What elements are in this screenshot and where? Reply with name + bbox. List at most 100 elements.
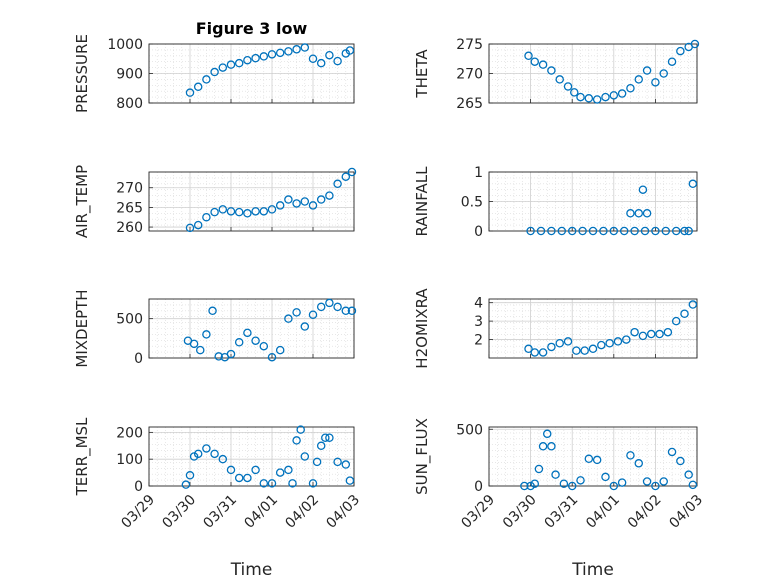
data-point bbox=[284, 47, 293, 56]
data-point bbox=[617, 478, 627, 487]
data-point bbox=[680, 309, 689, 318]
data-point bbox=[189, 339, 199, 349]
data-point bbox=[619, 226, 629, 236]
data-point bbox=[325, 191, 334, 200]
data-point bbox=[296, 425, 305, 434]
data-point bbox=[259, 52, 269, 61]
y-tick-label: 500 bbox=[456, 422, 483, 438]
data-point bbox=[676, 456, 685, 466]
data-point bbox=[634, 75, 644, 84]
subplot-3: 260 265 270 AIR_TEMP bbox=[73, 165, 357, 238]
data-point bbox=[234, 207, 244, 217]
data-point bbox=[530, 57, 540, 66]
x-axis-label: Time bbox=[571, 560, 614, 580]
data-point bbox=[208, 306, 217, 316]
data-point bbox=[251, 336, 260, 345]
data-point bbox=[630, 327, 639, 337]
data-point bbox=[185, 471, 195, 480]
data-point bbox=[570, 88, 579, 97]
data-point bbox=[181, 480, 191, 489]
subplot-8: 0 500 03/29 03/30 03/31 04/01 04/02 04/03 SUN_FL… bbox=[413, 418, 706, 580]
y-tick-label: 0 bbox=[474, 224, 483, 240]
data-point bbox=[259, 207, 269, 216]
data-point bbox=[592, 455, 602, 465]
data-point bbox=[333, 457, 342, 467]
data-point bbox=[642, 209, 652, 218]
data-point bbox=[226, 349, 236, 359]
subplot-2: 265 270 275 THETA bbox=[413, 37, 700, 112]
y-tick-label: 260 bbox=[116, 220, 143, 236]
data-point bbox=[642, 66, 652, 75]
x-tick-label: 03/30 bbox=[159, 492, 199, 532]
data-point bbox=[538, 60, 548, 69]
data-point bbox=[659, 477, 668, 486]
data-point bbox=[563, 337, 573, 346]
y-tick-label: 265 bbox=[456, 96, 483, 112]
data-point bbox=[316, 302, 326, 312]
plot-area bbox=[489, 427, 697, 486]
subplot-7: 0 100 200 03/29 03/30 03/31 04/01 04/02 04/03 TER… bbox=[73, 417, 363, 580]
data-point bbox=[292, 45, 301, 54]
data-point bbox=[547, 442, 556, 451]
axes-frame bbox=[148, 298, 355, 359]
data-point bbox=[559, 479, 569, 488]
x-tick-label: 03/29 bbox=[118, 492, 158, 532]
y-tick-label: 270 bbox=[456, 67, 483, 83]
data-point bbox=[617, 89, 627, 98]
data-point bbox=[185, 223, 195, 233]
data-point bbox=[534, 464, 544, 474]
data-point bbox=[259, 341, 269, 351]
data-point bbox=[251, 207, 260, 216]
data-point bbox=[284, 195, 293, 204]
data-point bbox=[609, 226, 619, 236]
data-point bbox=[347, 167, 357, 177]
data-point bbox=[634, 459, 644, 468]
data-point bbox=[341, 460, 351, 469]
data-point bbox=[538, 442, 548, 451]
data-point bbox=[588, 226, 598, 236]
subplot-1: 800 900 1000 PRESSURE Figure 3 low bbox=[73, 19, 355, 113]
data-point bbox=[667, 57, 677, 66]
y-tick-label: 2 bbox=[474, 333, 483, 349]
data-point bbox=[193, 449, 203, 459]
data-point bbox=[626, 209, 635, 218]
data-point bbox=[547, 342, 556, 352]
data-point bbox=[626, 84, 635, 93]
x-tick-label: 04/02 bbox=[625, 492, 665, 532]
data-point bbox=[663, 327, 673, 337]
data-point bbox=[609, 481, 619, 491]
data-point bbox=[308, 310, 318, 319]
data-point bbox=[267, 50, 277, 59]
data-point bbox=[530, 479, 540, 488]
data-point bbox=[218, 205, 228, 214]
data-point bbox=[588, 344, 598, 354]
data-point bbox=[584, 94, 594, 103]
y-axis-label: THETA bbox=[413, 49, 431, 99]
data-point bbox=[688, 480, 698, 490]
y-axis-label: SUN_FLUX bbox=[413, 418, 432, 495]
data-point bbox=[599, 226, 608, 236]
y-tick-label: 0 bbox=[134, 351, 143, 367]
data-point bbox=[578, 226, 587, 236]
data-point bbox=[185, 88, 195, 97]
data-point bbox=[341, 172, 351, 181]
data-point bbox=[333, 56, 342, 66]
data-point bbox=[642, 477, 652, 486]
data-point bbox=[655, 329, 664, 339]
data-point bbox=[547, 226, 556, 236]
x-tick-label: 04/03 bbox=[323, 492, 363, 532]
y-tick-label: 900 bbox=[116, 67, 143, 83]
data-point bbox=[688, 179, 698, 189]
x-tick-label: 04/01 bbox=[241, 492, 281, 532]
data-point bbox=[613, 337, 623, 346]
data-point bbox=[524, 344, 533, 354]
data-point bbox=[218, 454, 228, 464]
data-point bbox=[651, 226, 660, 236]
data-point bbox=[288, 479, 297, 488]
x-tick-label: 03/29 bbox=[458, 492, 498, 532]
data-point bbox=[284, 465, 293, 475]
data-point bbox=[597, 340, 606, 350]
data-point bbox=[567, 481, 577, 491]
data-point bbox=[234, 58, 244, 68]
data-point bbox=[308, 479, 318, 488]
